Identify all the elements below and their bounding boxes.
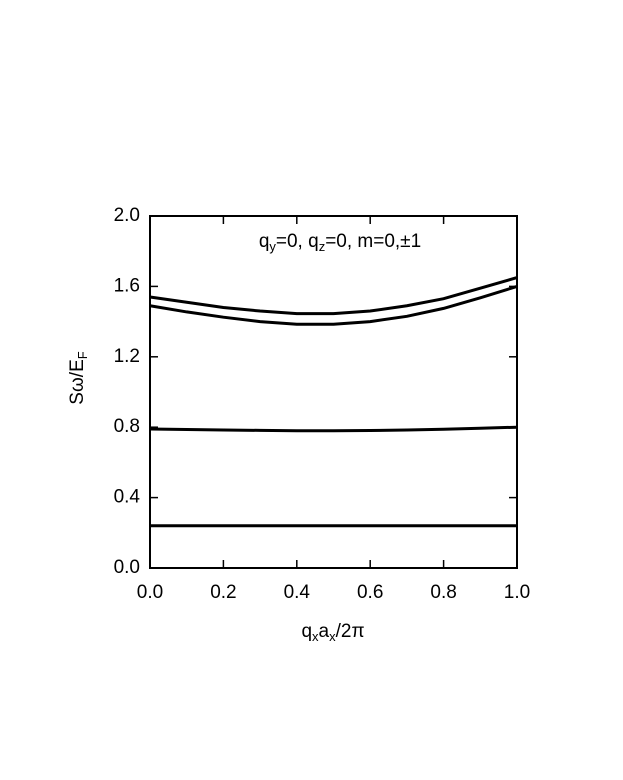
annotation-part: =0, q: [276, 231, 319, 252]
x-tick-label: 0.4: [284, 582, 311, 603]
annotation-part: q: [259, 231, 270, 252]
y-tick-label: 0.0: [114, 557, 140, 578]
y-tick-label: 2.0: [114, 205, 140, 226]
y-axis-label: Sω/EF: [67, 351, 90, 404]
plot-frame: [149, 215, 518, 569]
y-label-part: Sω/E: [67, 359, 88, 404]
series-line: [149, 284, 518, 326]
y-tick-label: 1.2: [114, 346, 140, 367]
annotation-part: z: [319, 239, 326, 254]
x-label-part: x: [312, 629, 319, 644]
annotation-part: =0, m=0,±1: [325, 231, 421, 252]
x-label-part: /2π: [336, 621, 365, 642]
y-tick-label: 0.4: [114, 487, 141, 508]
annotation-part: y: [269, 239, 276, 254]
y-label-part: F: [75, 351, 90, 359]
x-label-part: q: [301, 621, 312, 642]
x-tick-label: 1.0: [504, 582, 530, 603]
series-line: [149, 276, 518, 316]
y-tick-label: 1.6: [114, 275, 140, 296]
series-line: [149, 425, 518, 433]
x-tick-label: 0.2: [210, 582, 236, 603]
x-label-part: x: [329, 629, 336, 644]
annotation: qy=0, qz=0, m=0,±1: [259, 231, 421, 254]
x-tick-label: 0.6: [357, 582, 383, 603]
x-tick-label: 0.8: [430, 582, 456, 603]
x-label-part: a: [319, 621, 330, 642]
y-tick-label: 0.8: [114, 416, 140, 437]
x-tick-label: 0.0: [137, 582, 163, 603]
x-axis-label: qxax/2π: [301, 621, 364, 644]
